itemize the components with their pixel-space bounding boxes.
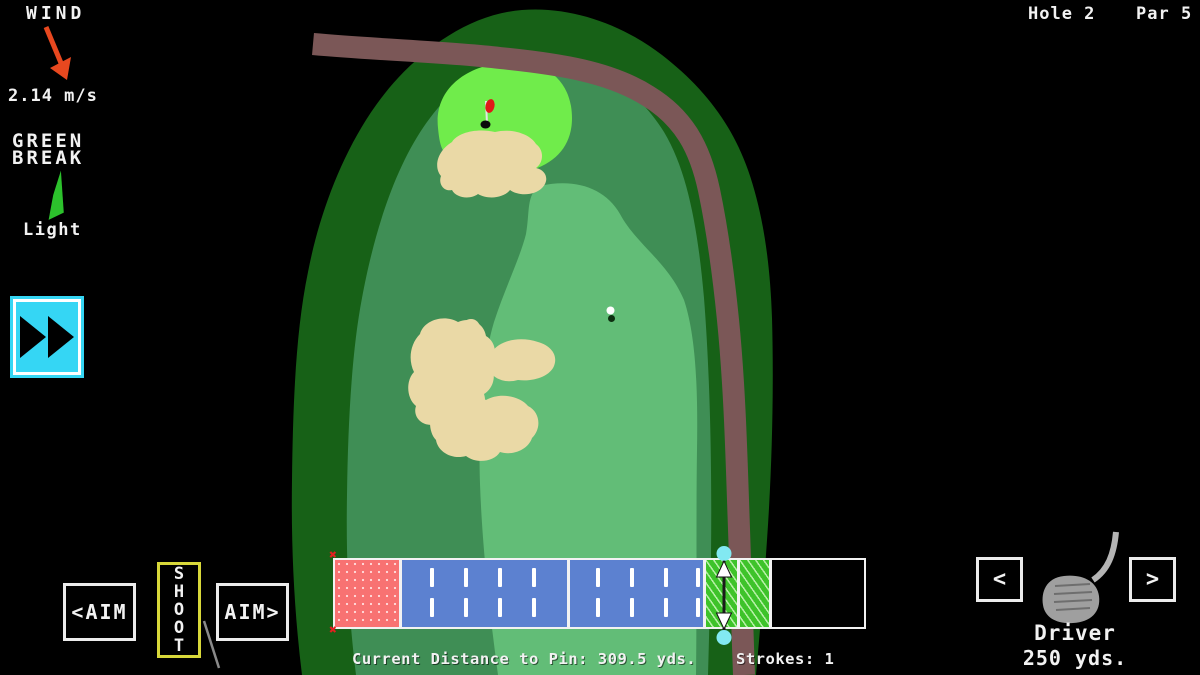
wind-speed-value: 2.14 m/s [8,86,98,106]
cart-path [312,33,755,675]
golf-club-icon [1042,531,1119,624]
par-indicator: Par 5 [1136,4,1193,24]
flag-icon [480,99,495,129]
wind-label: WIND [26,3,86,24]
power-bar [333,558,866,629]
club-distance: 250 yds. [1022,646,1128,670]
bar-anchor-bottom-icon: ✖ [329,623,337,638]
distance-to-pin-text: Current Distance to Pin: 309.5 yds. [352,650,697,668]
power-bar-zone-power-1 [402,560,567,627]
fast-forward-button[interactable] [10,296,84,378]
club-name: Driver [1034,621,1116,645]
aim-left-label: <AIM [71,600,128,624]
green-break-label-line2: BREAK [12,147,85,169]
club-next-button[interactable]: > [1129,557,1176,602]
green-break-arrow-icon [48,170,64,220]
aim-right-button[interactable]: AIM> [216,583,289,641]
hole-cup [480,120,491,129]
aim-line [202,620,221,669]
power-bar-track [335,560,864,627]
bar-anchor-top-icon: ✖ [329,548,337,563]
club-prev-label: < [992,567,1007,592]
fairway-light [479,183,698,675]
power-bar-zone-end [772,560,864,627]
green-break-value: Light [23,220,82,240]
hole-indicator: Hole 2 [1028,4,1096,24]
bunker-greenside [437,130,547,198]
bunker-lower [430,394,539,461]
power-slider-handle[interactable] [698,535,752,655]
golf-ball [606,306,615,322]
power-bar-zone-penalty [335,560,399,627]
power-bar-zone-power-2 [570,560,703,627]
aim-left-button[interactable]: <AIM [63,583,136,641]
wind-arrow-icon [43,26,71,80]
club-prev-button[interactable]: < [976,557,1023,602]
power-bar-zone-sweet-2 [740,560,769,627]
green-break-label-line1: GREEN [12,130,85,152]
club-next-label: > [1145,567,1160,592]
fast-forward-icon [13,299,81,375]
strokes-text: Strokes: 1 [736,650,835,668]
bunker-arm [487,339,556,382]
aim-right-label: AIM> [224,600,281,624]
